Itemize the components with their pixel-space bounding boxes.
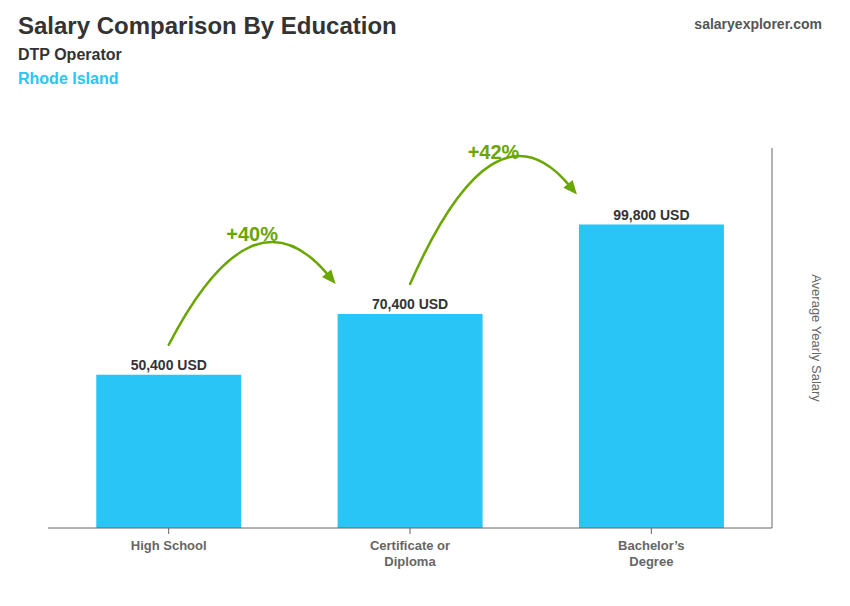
html-text:DTP Operator: DTP Operator (18, 46, 122, 63)
html-text:Rhode Island: Rhode Island (18, 70, 119, 87)
svg-text:High School: High School (131, 538, 207, 553)
svg-text:70,400 USD: 70,400 USD (372, 296, 448, 312)
svg-text:Average Yearly Salary: Average Yearly Salary (809, 274, 824, 402)
svg-text:+42%: +42% (468, 141, 520, 163)
html-text:Salary Comparison By Education: Salary Comparison By Education (18, 12, 397, 39)
svg-text:+40%: +40% (226, 223, 278, 245)
svg-text:50,400 USD: 50,400 USD (131, 357, 207, 373)
html-text:salaryexplorer.com: salaryexplorer.com (694, 16, 822, 32)
svg-text:Bachelor’sDegree: Bachelor’sDegree (618, 538, 684, 569)
svg-text:99,800 USD: 99,800 USD (613, 207, 689, 223)
svg-text:Certificate orDiploma: Certificate orDiploma (370, 538, 450, 569)
